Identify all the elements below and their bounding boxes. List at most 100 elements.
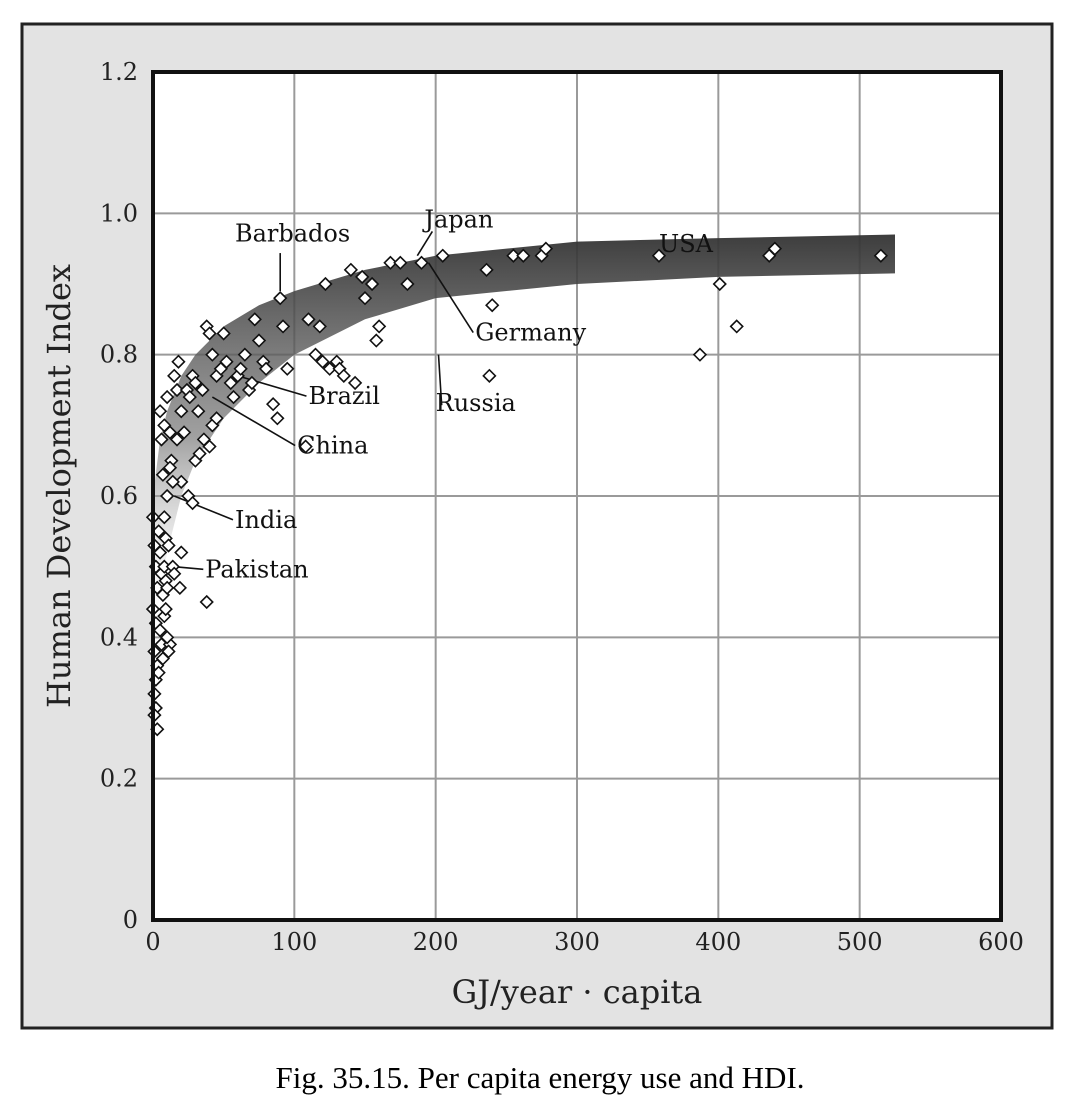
data-point	[169, 432, 185, 447]
data-point	[372, 319, 387, 334]
y-tick-label: 0.6	[100, 482, 138, 510]
plot-border	[151, 70, 1003, 922]
data-point	[244, 375, 260, 391]
data-point	[161, 644, 176, 659]
data-point	[435, 248, 450, 263]
data-points	[145, 241, 888, 737]
y-tick-label: 0.8	[100, 341, 138, 369]
data-point	[160, 488, 175, 504]
data-point	[167, 566, 182, 581]
annotation-pakistan: Pakistan	[205, 555, 308, 583]
data-point	[169, 382, 185, 398]
x-tick-labels: 0 100 200 300 400 500 600	[145, 928, 1024, 956]
data-point	[158, 601, 173, 617]
data-point	[237, 347, 252, 362]
annotation-germany: Germany	[475, 319, 586, 347]
data-point	[176, 425, 192, 440]
leader-line-germany	[427, 262, 474, 333]
data-point	[182, 389, 197, 405]
data-point	[767, 241, 782, 256]
data-point	[192, 446, 207, 461]
data-point	[336, 368, 351, 383]
data-point	[152, 623, 168, 638]
data-point	[172, 580, 187, 595]
annotation-brazil: Brazil	[308, 382, 379, 410]
data-point	[301, 312, 316, 327]
data-point	[357, 291, 373, 306]
data-point	[185, 495, 200, 511]
y-axis-title: Human Development Index	[40, 264, 78, 708]
y-tick-labels: 0 0.2 0.4 0.6 0.8 1.0 1.2	[100, 58, 138, 934]
data-point	[479, 262, 494, 277]
trend-band	[153, 234, 895, 638]
data-point	[355, 269, 370, 285]
x-tick-label: 300	[554, 928, 600, 956]
data-point	[538, 241, 554, 256]
x-axis-title: GJ/year · capita	[452, 973, 703, 1011]
data-point	[167, 368, 182, 383]
data-point	[270, 411, 285, 426]
data-point	[251, 333, 267, 348]
data-point	[873, 248, 888, 263]
data-point	[651, 248, 667, 263]
data-point	[692, 347, 708, 362]
data-point	[157, 510, 172, 525]
data-point	[712, 276, 727, 292]
data-point	[209, 411, 224, 426]
leader-line-russia	[437, 354, 443, 406]
data-point	[160, 389, 175, 405]
y-tick-label: 0.2	[100, 765, 138, 793]
data-point	[275, 319, 291, 334]
data-point	[280, 361, 295, 376]
data-point	[195, 382, 210, 398]
annotation-usa: USA	[659, 230, 714, 258]
data-point	[174, 404, 189, 419]
data-point	[506, 248, 521, 263]
data-point	[482, 368, 497, 383]
leader-line-china	[211, 396, 296, 447]
data-point	[219, 354, 234, 369]
data-point	[273, 291, 288, 306]
data-point	[205, 347, 220, 362]
data-point	[162, 460, 178, 475]
data-point	[161, 538, 176, 553]
data-point	[729, 319, 744, 334]
chart-figure: 0 100 200 300 400 500 600 0 0.2 0.4 0.6 0.8 1.0 1.2 …	[20, 22, 1054, 1030]
data-point	[383, 255, 398, 270]
data-point	[258, 361, 274, 376]
data-point	[199, 594, 214, 610]
data-point	[191, 404, 206, 419]
data-point	[202, 326, 217, 341]
annotation-india: India	[235, 506, 297, 534]
data-point	[364, 276, 380, 292]
scatter-chart: 0 100 200 300 400 500 600 00.20.40.60.81.01.2 …	[20, 22, 1054, 1030]
data-point	[174, 545, 189, 560]
x-tick-label: 100	[271, 928, 317, 956]
data-point	[516, 248, 531, 263]
annotation-china: China	[297, 432, 368, 460]
x-tick-label: 400	[695, 928, 741, 956]
data-point	[165, 474, 180, 489]
x-tick-label: 200	[413, 928, 459, 956]
leader-line-japan	[416, 231, 434, 257]
data-point	[312, 319, 327, 334]
data-point	[216, 326, 231, 341]
data-point	[318, 276, 333, 292]
data-point	[414, 255, 429, 270]
data-point	[154, 432, 169, 447]
data-point	[223, 375, 238, 391]
data-point	[171, 354, 186, 369]
figure-caption: Fig. 35.15. Per capita energy use and HD…	[275, 1060, 805, 1095]
x-tick-label: 600	[978, 928, 1024, 956]
annotation-russia: Russia	[436, 389, 516, 417]
data-point	[160, 630, 175, 645]
data-point	[160, 580, 175, 595]
data-point	[369, 333, 384, 348]
data-point	[233, 361, 248, 376]
data-point	[308, 347, 323, 362]
y-tick-label: 1.2	[100, 58, 138, 86]
y-tick-label: 0.4	[100, 623, 138, 651]
y-tick-label: 1.0	[100, 199, 138, 227]
annotation-labels: Barbados Japan USA Germany Russia Brazil China…	[205, 205, 713, 583]
data-point	[393, 255, 408, 270]
